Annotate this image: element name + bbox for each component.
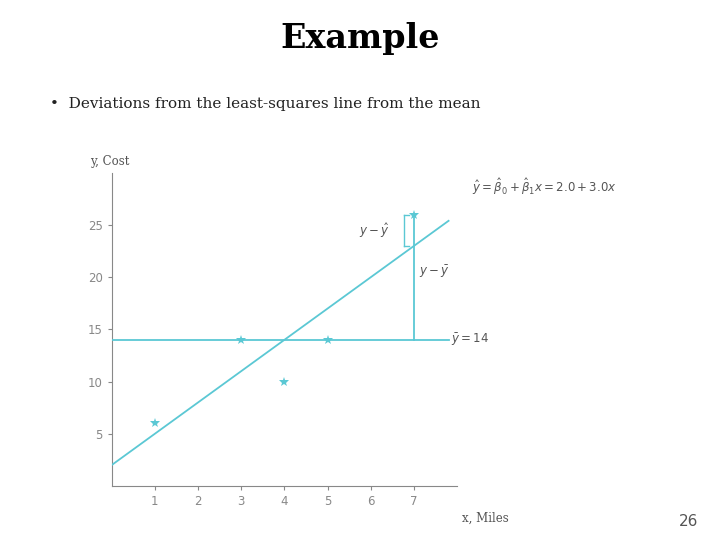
Text: •  Deviations from the least-squares line from the mean: • Deviations from the least-squares line…: [50, 97, 481, 111]
Text: $\bar{y}= 14$: $\bar{y}= 14$: [451, 332, 489, 348]
Text: Example: Example: [280, 22, 440, 55]
Text: 26: 26: [679, 514, 698, 529]
Text: $y - \bar{y}$: $y - \bar{y}$: [419, 264, 450, 280]
Text: $\hat{y} = \hat{\beta}_0 + \hat{\beta}_1 x = 2.0 + 3.0x$: $\hat{y} = \hat{\beta}_0 + \hat{\beta}_1…: [472, 176, 616, 197]
Text: x, Miles: x, Miles: [462, 512, 508, 525]
Text: $y - \hat{y}$: $y - \hat{y}$: [359, 221, 390, 240]
Text: y, Cost: y, Cost: [90, 154, 130, 167]
